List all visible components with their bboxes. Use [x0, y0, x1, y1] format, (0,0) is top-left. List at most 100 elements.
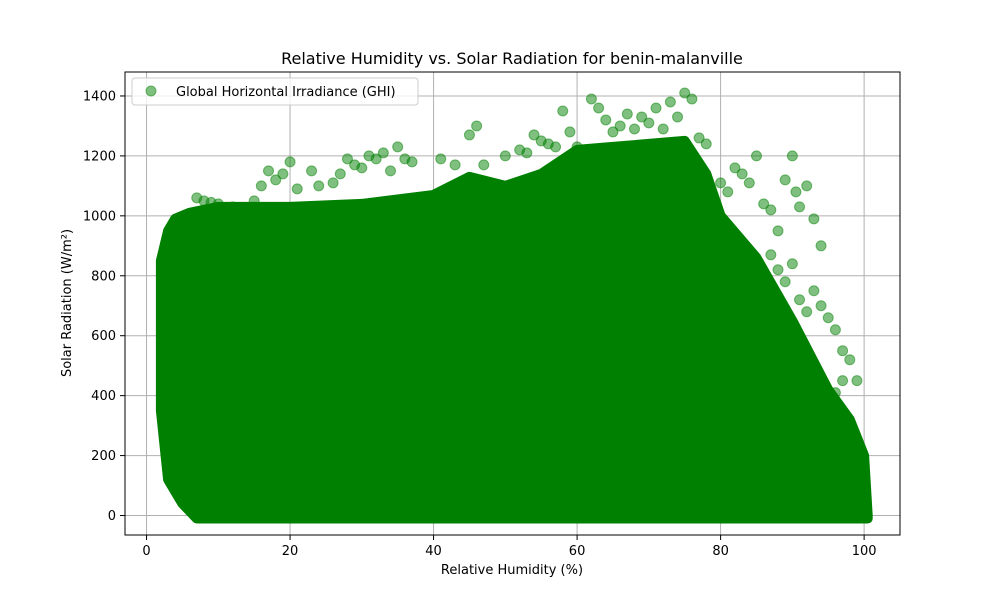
data-point	[808, 285, 820, 297]
y-tick-label: 0	[108, 509, 116, 524]
data-point	[750, 150, 762, 162]
data-point	[700, 138, 712, 150]
data-point	[593, 102, 605, 114]
y-tick-label: 1000	[83, 209, 116, 224]
data-point	[550, 141, 562, 153]
data-point	[672, 111, 684, 123]
legend-marker	[145, 85, 157, 97]
data-point	[829, 387, 841, 399]
data-point	[686, 93, 698, 105]
data-point	[263, 165, 275, 177]
data-point	[650, 102, 662, 114]
data-point	[664, 96, 676, 108]
data-point	[557, 105, 569, 117]
data-point	[291, 183, 303, 195]
data-point	[693, 132, 705, 144]
y-tick-label: 400	[91, 389, 116, 404]
plot-area-frame	[124, 71, 901, 536]
chart-title: Relative Humidity vs. Solar Radiation fo…	[281, 49, 743, 68]
data-point	[815, 300, 827, 312]
data-point	[370, 153, 382, 165]
data-point	[657, 123, 669, 135]
data-point	[528, 129, 540, 141]
data-point	[822, 396, 834, 408]
data-point	[779, 276, 791, 288]
data-point	[772, 264, 784, 276]
data-point	[794, 294, 806, 306]
x-tick-label: 0	[142, 544, 150, 559]
data-point	[449, 159, 461, 171]
data-point	[736, 168, 748, 180]
data-point	[643, 117, 655, 129]
x-axis-label: Relative Humidity (%)	[441, 563, 583, 578]
data-point	[621, 108, 633, 120]
x-tick-label: 60	[569, 544, 586, 559]
data-point	[765, 249, 777, 261]
x-tick-label: 40	[425, 544, 442, 559]
data-point	[607, 126, 619, 138]
legend-label: Global Horizontal Irradiance (GHI)	[176, 85, 396, 100]
data-point	[636, 111, 648, 123]
data-point	[815, 240, 827, 252]
legend-frame	[131, 77, 419, 106]
data-point	[377, 147, 389, 159]
data-point	[779, 174, 791, 186]
data-point	[471, 120, 483, 132]
data-point	[334, 168, 346, 180]
data-point	[837, 345, 849, 357]
y-tick-label: 1200	[83, 149, 116, 164]
data-point	[284, 156, 296, 168]
data-point	[786, 150, 798, 162]
data-point	[212, 198, 224, 210]
y-tick-label: 200	[91, 449, 116, 464]
data-point	[392, 141, 404, 153]
y-axis-ticks: 0 200 400 600 800 1000 1200 1400	[83, 89, 125, 524]
data-point	[729, 162, 741, 174]
data-point	[600, 114, 612, 126]
data-point	[772, 225, 784, 237]
y-tick-label: 800	[91, 269, 116, 284]
data-point	[794, 201, 806, 213]
data-point	[571, 141, 583, 153]
data-point	[521, 147, 533, 159]
data-point	[758, 198, 770, 210]
data-point	[356, 162, 368, 174]
data-point	[585, 93, 597, 105]
x-tick-label: 20	[282, 544, 299, 559]
data-point	[844, 354, 856, 366]
x-tick-label: 100	[852, 544, 877, 559]
x-axis-ticks: 0 20 40 60 80 100	[142, 535, 877, 559]
data-point	[614, 120, 626, 132]
data-point	[306, 165, 318, 177]
data-point	[270, 174, 282, 186]
data-point	[851, 375, 863, 387]
data-point	[837, 375, 849, 387]
data-point	[313, 180, 325, 192]
data-point	[829, 324, 841, 336]
data-point	[463, 129, 475, 141]
data-point	[385, 165, 397, 177]
data-point	[743, 177, 755, 189]
data-point	[801, 180, 813, 192]
data-point	[765, 204, 777, 216]
data-point	[822, 312, 834, 324]
data-point	[341, 153, 353, 165]
y-axis-label: Solar Radiation (W/m²)	[60, 229, 75, 377]
data-point	[406, 156, 418, 168]
data-point	[248, 195, 260, 207]
data-point	[435, 153, 447, 165]
data-point	[564, 126, 576, 138]
dense-point-cloud	[155, 135, 873, 524]
data-point	[327, 177, 339, 189]
x-tick-label: 80	[712, 544, 729, 559]
data-point	[478, 159, 490, 171]
data-point	[722, 186, 734, 198]
data-point	[628, 123, 640, 135]
data-point	[715, 177, 727, 189]
data-point	[808, 213, 820, 225]
y-tick-label: 600	[91, 329, 116, 344]
data-point	[255, 180, 267, 192]
data-point	[790, 186, 802, 198]
data-point	[679, 87, 691, 99]
